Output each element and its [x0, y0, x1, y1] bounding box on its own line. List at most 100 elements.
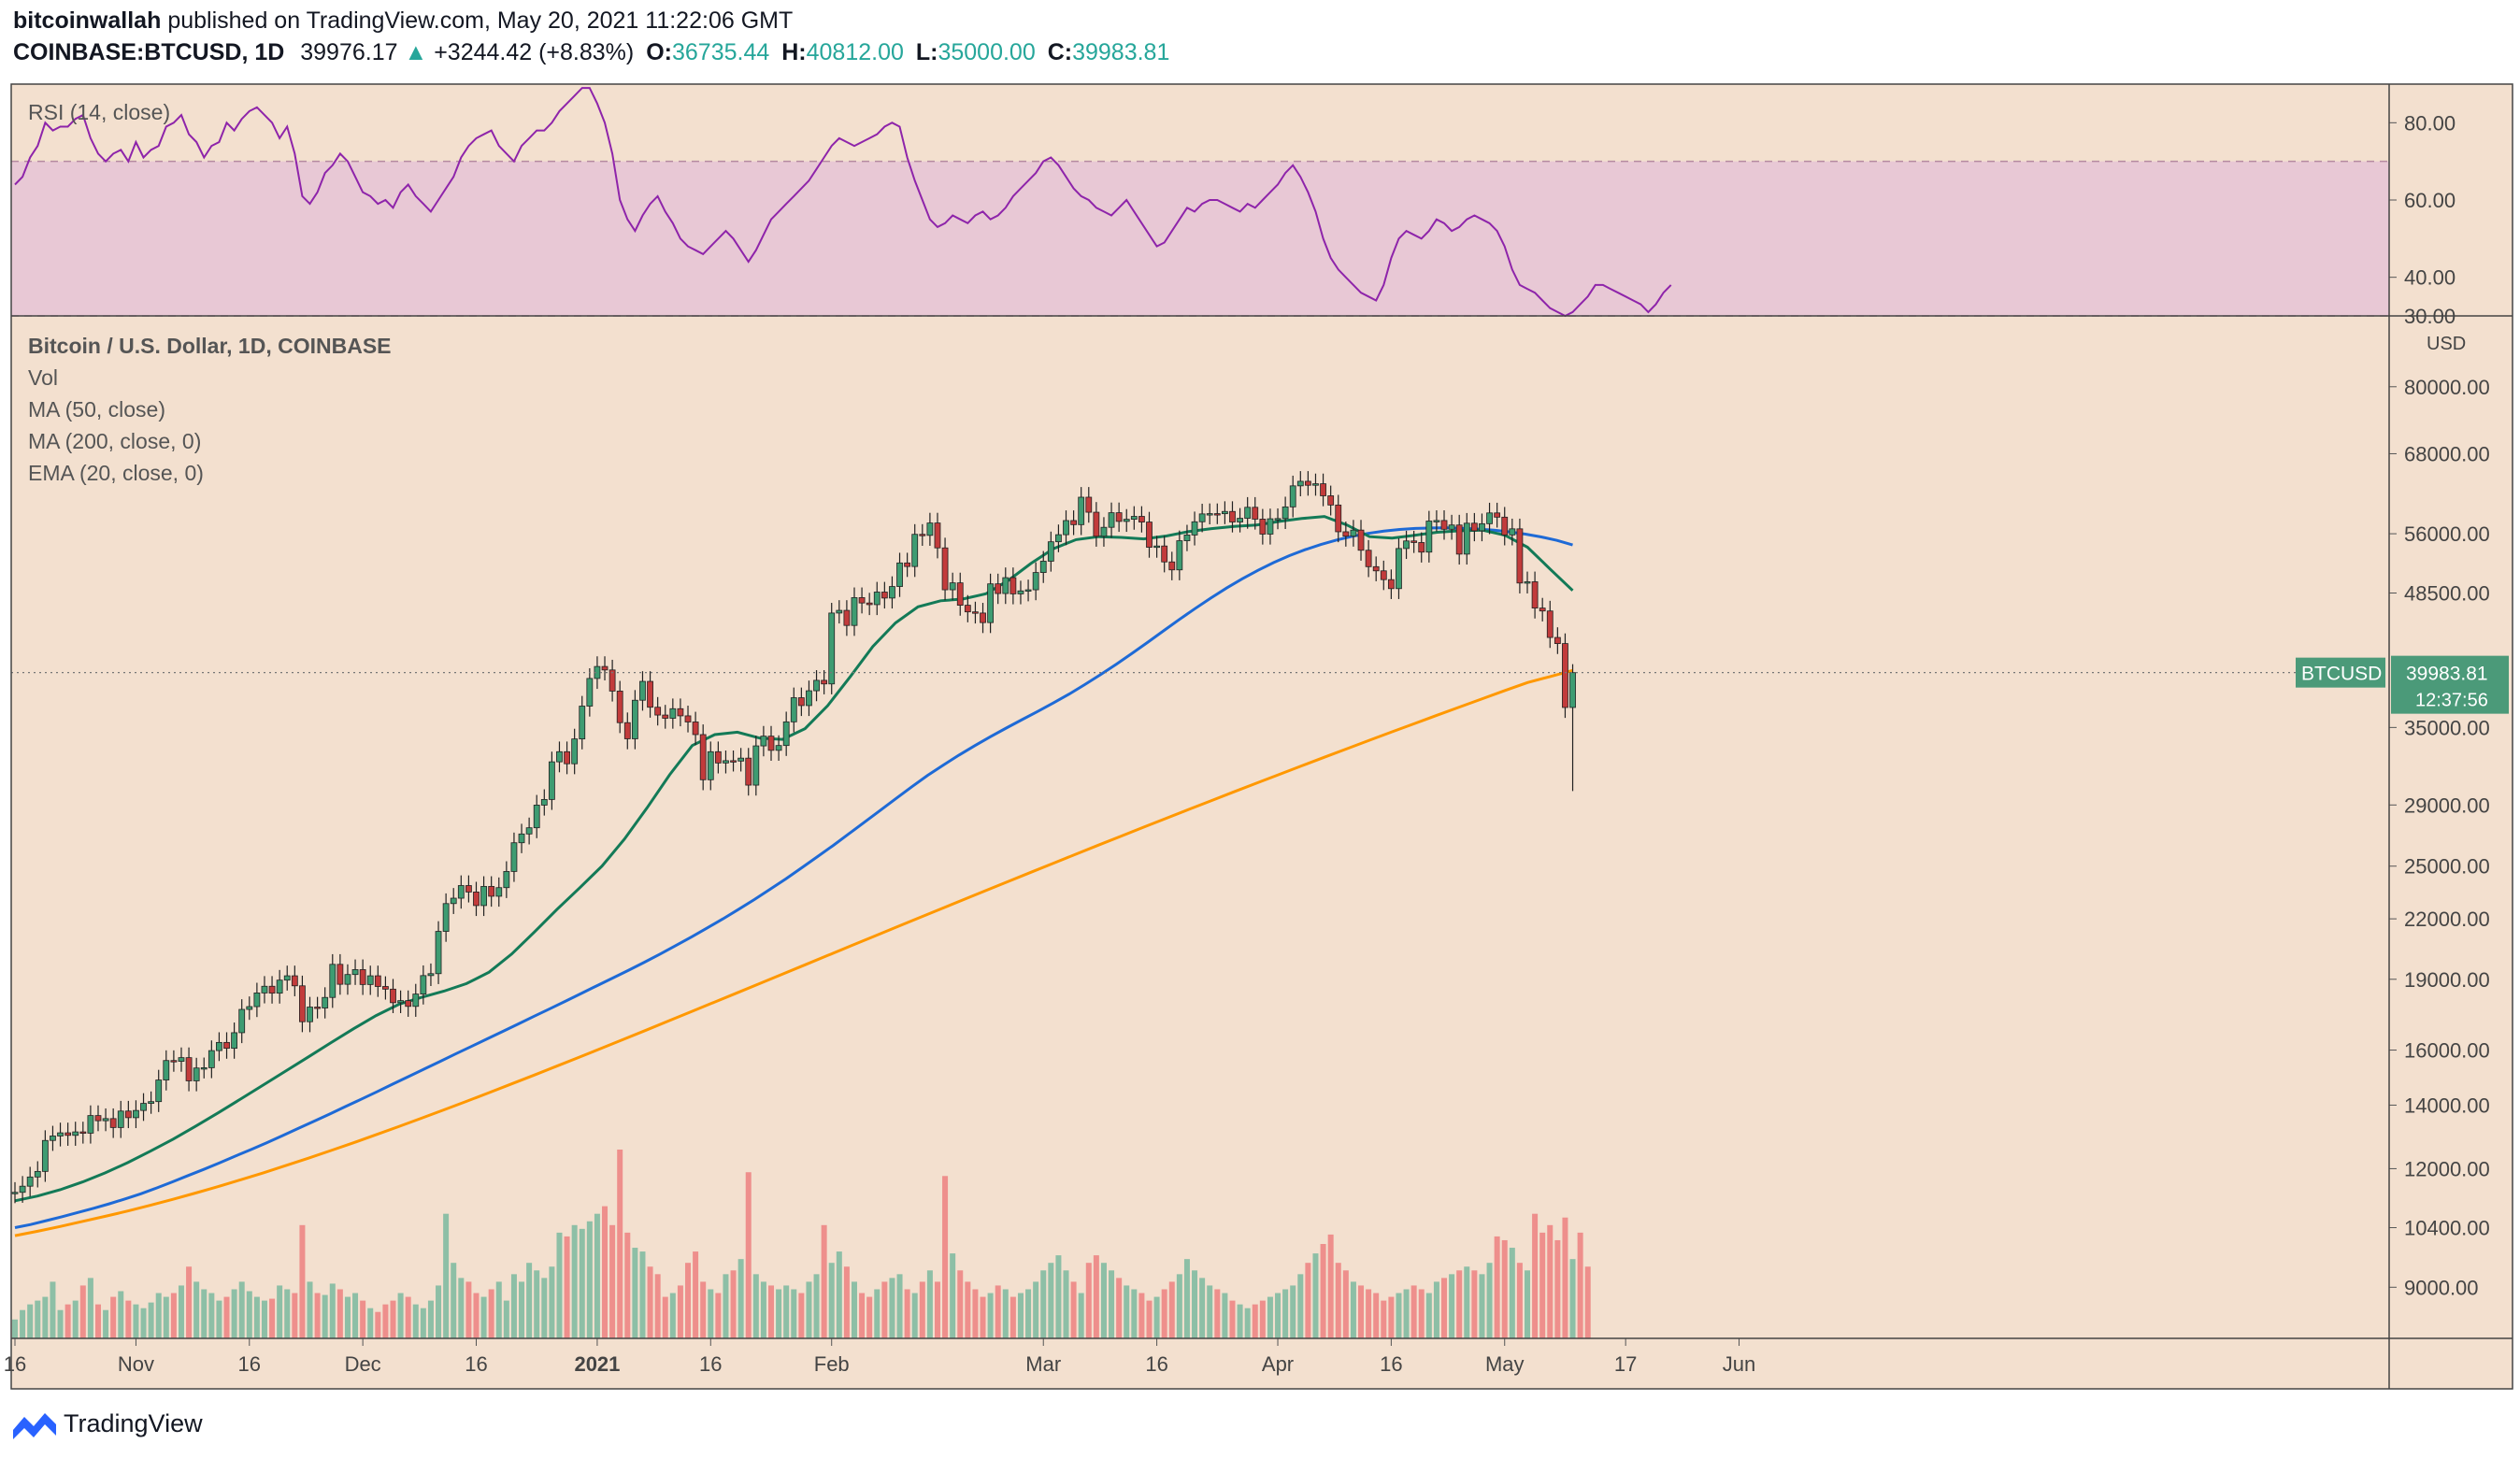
volume-bar — [1388, 1296, 1395, 1338]
volume-bar — [669, 1293, 676, 1338]
candle-body — [1191, 521, 1198, 536]
candle-body — [1146, 522, 1153, 548]
candle-body — [813, 679, 820, 692]
candle-body — [374, 975, 381, 987]
brand-name: TradingView — [64, 1408, 203, 1437]
candle-body — [1047, 541, 1054, 562]
volume-bar — [745, 1172, 752, 1338]
candle-body — [465, 885, 472, 893]
candle-body — [1479, 522, 1485, 532]
candle-body — [359, 969, 366, 985]
rsi-label: RSI (14, close) — [28, 100, 170, 124]
volume-bar — [1486, 1263, 1493, 1338]
candle-body — [57, 1132, 64, 1136]
low-value: 35000.00 — [938, 39, 1036, 65]
candle-body — [904, 562, 911, 567]
volume-bar — [783, 1285, 790, 1338]
author-name[interactable]: bitcoinwallah — [13, 7, 162, 34]
tradingview-logo[interactable]: TradingView — [11, 1407, 203, 1440]
candle-body — [276, 979, 283, 994]
candle-body — [571, 738, 579, 765]
candle-body — [1206, 513, 1213, 516]
volume-bar — [1312, 1253, 1319, 1338]
volume-bar — [1539, 1232, 1546, 1338]
candle-body — [193, 1067, 200, 1081]
candle-body — [616, 691, 623, 723]
volume-bar — [1048, 1263, 1054, 1338]
volume-bar — [571, 1224, 578, 1338]
candle-body — [926, 522, 934, 536]
volume-bar — [1214, 1289, 1221, 1338]
candle-body — [390, 988, 396, 1004]
volume-bar — [1396, 1293, 1402, 1338]
candle-body — [1440, 520, 1448, 530]
volume-bar — [292, 1293, 298, 1338]
volume-bar — [1063, 1270, 1069, 1338]
candle-body — [707, 750, 714, 780]
volume-bar — [965, 1281, 971, 1338]
volume-bar — [881, 1281, 888, 1338]
price-pane — [11, 316, 2389, 1338]
volume-bar — [556, 1232, 563, 1338]
candle-body — [654, 707, 662, 716]
volume-bar — [843, 1266, 850, 1338]
volume-bar — [1244, 1308, 1251, 1338]
volume-bar — [617, 1150, 623, 1338]
candle-body — [1017, 590, 1024, 594]
time-tick-label: Jun — [1723, 1352, 1755, 1376]
candle-body — [1410, 540, 1418, 543]
candle-body — [1335, 504, 1342, 533]
candle-body — [185, 1057, 193, 1081]
candle-body — [488, 886, 495, 897]
volume-bar — [654, 1274, 661, 1338]
candle-body — [397, 1000, 404, 1004]
candle-body — [299, 985, 306, 1022]
ma200-line — [14, 668, 1573, 1237]
volume-bar — [1207, 1285, 1213, 1338]
candle-body — [889, 586, 895, 599]
volume-bar — [269, 1298, 276, 1338]
volume-bar — [238, 1281, 245, 1338]
time-tick-label: 16 — [699, 1352, 722, 1376]
candle-body — [11, 1192, 19, 1194]
volume-bar — [798, 1293, 805, 1338]
candle-body — [1531, 581, 1539, 609]
volume-bar — [564, 1236, 570, 1338]
volume-bar — [737, 1259, 744, 1338]
candle-body — [473, 892, 480, 907]
symbol-label[interactable]: COINBASE:BTCUSD, 1D — [13, 39, 285, 65]
candle-body — [1237, 518, 1243, 522]
candle-body — [412, 993, 420, 1008]
candle-body — [1063, 520, 1069, 536]
price-tick-label: 29000.00 — [2404, 793, 2490, 817]
volume-bar — [1297, 1274, 1304, 1338]
volume-bar — [284, 1289, 291, 1338]
candle-body — [427, 973, 435, 977]
candle-body — [1002, 577, 1009, 594]
volume-bar — [1358, 1285, 1365, 1338]
volume-bar — [791, 1289, 797, 1338]
price-tick-label: 9000.00 — [2404, 1276, 2479, 1299]
candle-body — [1418, 542, 1425, 553]
volume-bar — [367, 1308, 374, 1338]
volume-bar — [1017, 1293, 1024, 1338]
time-axis — [11, 1338, 2513, 1389]
candle-body — [495, 887, 503, 897]
candle-body — [1153, 545, 1160, 549]
rsi-line — [14, 87, 1672, 318]
candle-body — [737, 757, 745, 762]
candle-body — [366, 975, 374, 985]
candle-body — [956, 582, 964, 606]
chart-frame — [10, 83, 2513, 1390]
volume-bar — [155, 1293, 162, 1338]
volume-bar — [170, 1293, 177, 1338]
candle-body — [1327, 495, 1335, 506]
volume-bar — [934, 1281, 940, 1338]
candle-body — [1455, 524, 1463, 555]
candle-body — [1516, 528, 1524, 584]
volume-bar — [390, 1300, 396, 1338]
candle-body — [19, 1185, 26, 1194]
price-tick-label: 12000.00 — [2404, 1157, 2490, 1180]
candle-body — [525, 827, 533, 835]
chart-title: Bitcoin / U.S. Dollar, 1D, COINBASE — [28, 334, 392, 358]
